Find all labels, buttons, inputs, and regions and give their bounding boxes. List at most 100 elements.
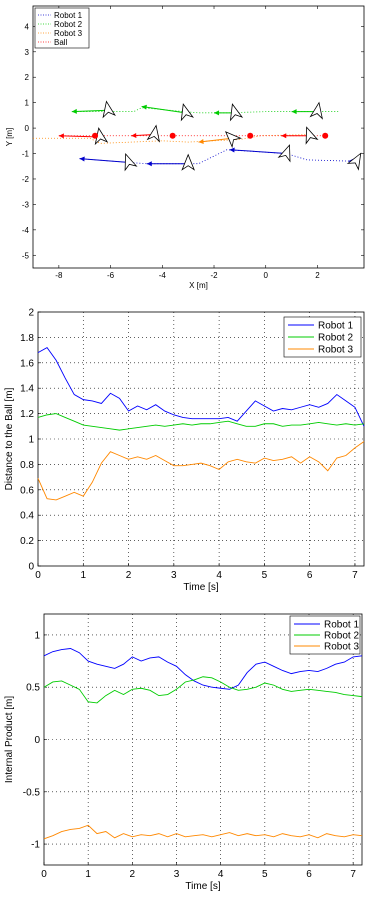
y-axis-label: Distance to the Ball [m] bbox=[4, 387, 15, 490]
x-tick-label: 3 bbox=[171, 570, 177, 581]
arrow-head bbox=[141, 104, 147, 110]
trajectory-robot-1 bbox=[79, 149, 352, 165]
velocity-arrow bbox=[198, 137, 233, 143]
robot-triangle bbox=[102, 100, 116, 119]
x-tick-label: -6 bbox=[107, 271, 115, 280]
robot-pose-icon bbox=[229, 103, 244, 122]
trajectory-robot-3 bbox=[33, 134, 313, 144]
internal-product-chart-panel: 0 1 2 3 4 5 6 7 -1 -0.5 0 0.5 1 Time [s] Internal Prod… bbox=[0, 600, 366, 898]
y-tick-label: -0.5 bbox=[23, 787, 41, 798]
y-tick-label: -1 bbox=[31, 840, 40, 851]
robot-pose-icon bbox=[181, 153, 196, 171]
legend-label: Robot 2 bbox=[318, 333, 353, 344]
y-tick-label: 1 bbox=[28, 435, 34, 446]
arrow-head bbox=[229, 147, 235, 153]
arrow-head bbox=[79, 156, 85, 162]
y-tick-label: 0.4 bbox=[20, 511, 34, 522]
velocity-arrow bbox=[141, 105, 186, 114]
arrow-head bbox=[58, 133, 64, 139]
y-tick-label: 0.6 bbox=[20, 485, 34, 496]
robot-pose-icon bbox=[94, 127, 109, 146]
robot-pose-icon bbox=[180, 103, 195, 122]
ball-marker bbox=[169, 132, 176, 139]
y-tick-label: 1.4 bbox=[20, 384, 34, 395]
x-axis-label: X [m] bbox=[189, 281, 208, 290]
trajectory-chart: -8 -6 -4 -2 0 2 -5 -4 -3 -2 -1 0 1 2 3 4 X [m] Y [m] Robot… bbox=[5, 5, 365, 290]
legend-label: Robot 2 bbox=[54, 20, 83, 29]
legend-label: Robot 3 bbox=[318, 345, 353, 356]
x-tick-label: -8 bbox=[55, 271, 63, 280]
trajectory-robot-2 bbox=[74, 107, 339, 114]
y-tick-label: -2 bbox=[22, 175, 30, 184]
x-tick-label: 4 bbox=[216, 570, 222, 581]
internal-product-chart: 0 1 2 3 4 5 6 7 -1 -0.5 0 0.5 1 Time [s] Internal Prod… bbox=[4, 613, 363, 892]
legend-label: Ball bbox=[54, 38, 68, 47]
y-tick-label: 0.8 bbox=[20, 460, 34, 471]
y-tick-label: -4 bbox=[22, 226, 30, 235]
series-line-robot-3 bbox=[37, 441, 365, 501]
x-axis-label: Time [s] bbox=[185, 881, 220, 892]
y-tick-label: 4 bbox=[25, 22, 30, 31]
y-tick-label: 0.5 bbox=[26, 683, 40, 694]
robot-triangle bbox=[229, 103, 244, 122]
x-tick-label: 0 bbox=[264, 271, 269, 280]
robot-pose-icon bbox=[146, 124, 161, 143]
arrow-head bbox=[146, 161, 152, 167]
robot-pose-icon bbox=[102, 100, 116, 119]
plot-frame bbox=[37, 311, 365, 567]
x-tick-label: 2 bbox=[315, 271, 320, 280]
legend-label: Robot 3 bbox=[54, 29, 83, 38]
distance-chart-panel: 0 1 2 3 4 5 6 7 0 0.2 0.4 0.6 0.8 1 1.2 1.4 1.6 1.8 2 Time … bbox=[0, 298, 366, 596]
velocity-arrow bbox=[71, 109, 109, 113]
robot-triangle bbox=[94, 127, 109, 146]
robot-pose-icon bbox=[224, 131, 242, 149]
ball-marker bbox=[247, 132, 254, 139]
ball-marker bbox=[92, 132, 99, 139]
legend-label: Robot 1 bbox=[54, 11, 83, 20]
y-tick-label: 1 bbox=[25, 99, 30, 108]
y-tick-label: 0.2 bbox=[20, 536, 34, 547]
y-tick-label: 1.8 bbox=[20, 333, 34, 344]
series-line-robot-3 bbox=[43, 824, 363, 840]
x-tick-label: 7 bbox=[350, 869, 356, 880]
y-tick-label: -3 bbox=[22, 200, 30, 209]
y-tick-label: 0 bbox=[25, 124, 30, 133]
y-tick-label: 1 bbox=[34, 630, 40, 641]
robot-triangle bbox=[277, 144, 291, 163]
y-tick-label: 2 bbox=[25, 73, 30, 82]
arrow-head bbox=[71, 108, 77, 114]
robot-triangle bbox=[305, 126, 319, 145]
x-tick-label: 6 bbox=[307, 570, 313, 581]
legend-label: Robot 1 bbox=[318, 321, 353, 332]
y-tick-label: 3 bbox=[25, 48, 30, 57]
x-tick-label: 7 bbox=[352, 570, 358, 581]
trajectory-chart-panel: -8 -6 -4 -2 0 2 -5 -4 -3 -2 -1 0 1 2 3 4 X [m] Y [m] Robot… bbox=[0, 0, 366, 290]
ball-marker bbox=[322, 132, 329, 139]
x-tick-label: 5 bbox=[262, 570, 268, 581]
x-tick-label: 3 bbox=[174, 869, 180, 880]
series-line-robot-2 bbox=[43, 676, 363, 704]
y-tick-label: 0 bbox=[34, 735, 40, 746]
robot-pose-icon bbox=[277, 144, 291, 163]
y-axis-label: Y [m] bbox=[5, 128, 14, 147]
robot-triangle bbox=[346, 152, 362, 171]
x-tick-label: 2 bbox=[130, 869, 136, 880]
velocity-arrow bbox=[79, 158, 129, 163]
velocity-arrow bbox=[229, 149, 287, 155]
robot-triangle bbox=[124, 152, 138, 172]
plot-frame bbox=[43, 613, 363, 866]
y-tick-label: -5 bbox=[22, 251, 30, 260]
x-tick-label: 5 bbox=[262, 869, 268, 880]
x-tick-label: 6 bbox=[306, 869, 312, 880]
y-axis-label: Internal Product [m] bbox=[4, 696, 15, 783]
series-line-robot-1 bbox=[37, 346, 365, 427]
robot-triangle bbox=[181, 153, 196, 171]
legend-label: Robot 2 bbox=[324, 631, 359, 642]
y-tick-label: 1.2 bbox=[20, 409, 34, 420]
x-tick-label: 0 bbox=[35, 570, 41, 581]
y-tick-label: 0 bbox=[28, 562, 34, 573]
series-line-robot-1 bbox=[43, 648, 363, 690]
robot-pose-icon bbox=[309, 101, 323, 120]
x-tick-label: 1 bbox=[80, 570, 86, 581]
arrow-head bbox=[291, 109, 297, 115]
